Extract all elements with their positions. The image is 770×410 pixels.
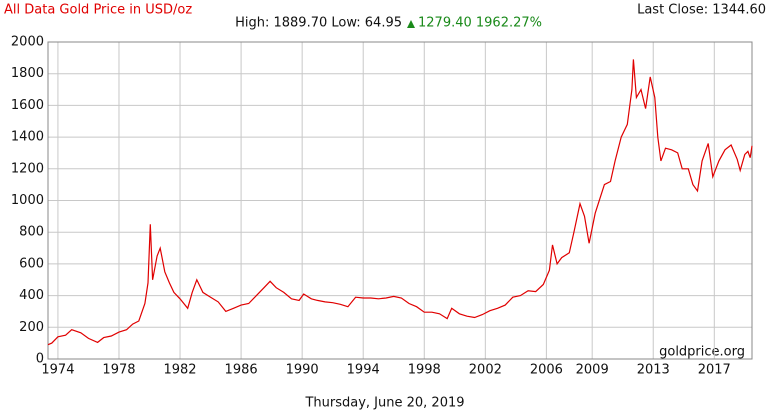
x-tick-label: 1994	[347, 363, 380, 378]
watermark: goldprice.org	[659, 345, 745, 360]
x-tick-label: 2013	[637, 363, 670, 378]
plot-frame	[47, 41, 753, 360]
x-tick-label: 2009	[576, 363, 609, 378]
x-tick-label: 2017	[698, 363, 731, 378]
change: 1279.40 1962.27%	[418, 16, 542, 31]
x-tick-label: 2006	[530, 363, 563, 378]
y-tick-label: 1800	[11, 66, 44, 81]
y-tick-label: 2000	[11, 35, 44, 50]
chart-title: All Data Gold Price in USD/oz	[4, 3, 192, 18]
x-tick-label: 2002	[469, 363, 502, 378]
x-tick-label: 1998	[408, 363, 441, 378]
x-tick-label: 1986	[225, 363, 258, 378]
x-tick-label: 1974	[41, 363, 74, 378]
x-tick-label: 1990	[286, 363, 319, 378]
x-tick-label: 1978	[102, 363, 135, 378]
y-tick-label: 400	[19, 288, 44, 303]
stats: High: 1889.70 Low: 64.95	[235, 16, 402, 31]
price-line	[47, 59, 753, 346]
y-tick-label: 800	[19, 225, 44, 240]
y-tick-label: 1400	[11, 130, 44, 145]
y-tick-label: 600	[19, 256, 44, 271]
y-tick-label: 1200	[11, 161, 44, 176]
x-tick-label: 1982	[163, 363, 196, 378]
y-tick-label: 0	[36, 352, 44, 367]
last-close: Last Close: 1344.60	[637, 3, 766, 18]
up-arrow	[407, 20, 415, 28]
y-tick-label: 1000	[11, 193, 44, 208]
x-axis-label: Thursday, June 20, 2019	[304, 396, 464, 410]
y-tick-label: 1600	[11, 98, 44, 113]
y-tick-label: 200	[19, 320, 44, 335]
